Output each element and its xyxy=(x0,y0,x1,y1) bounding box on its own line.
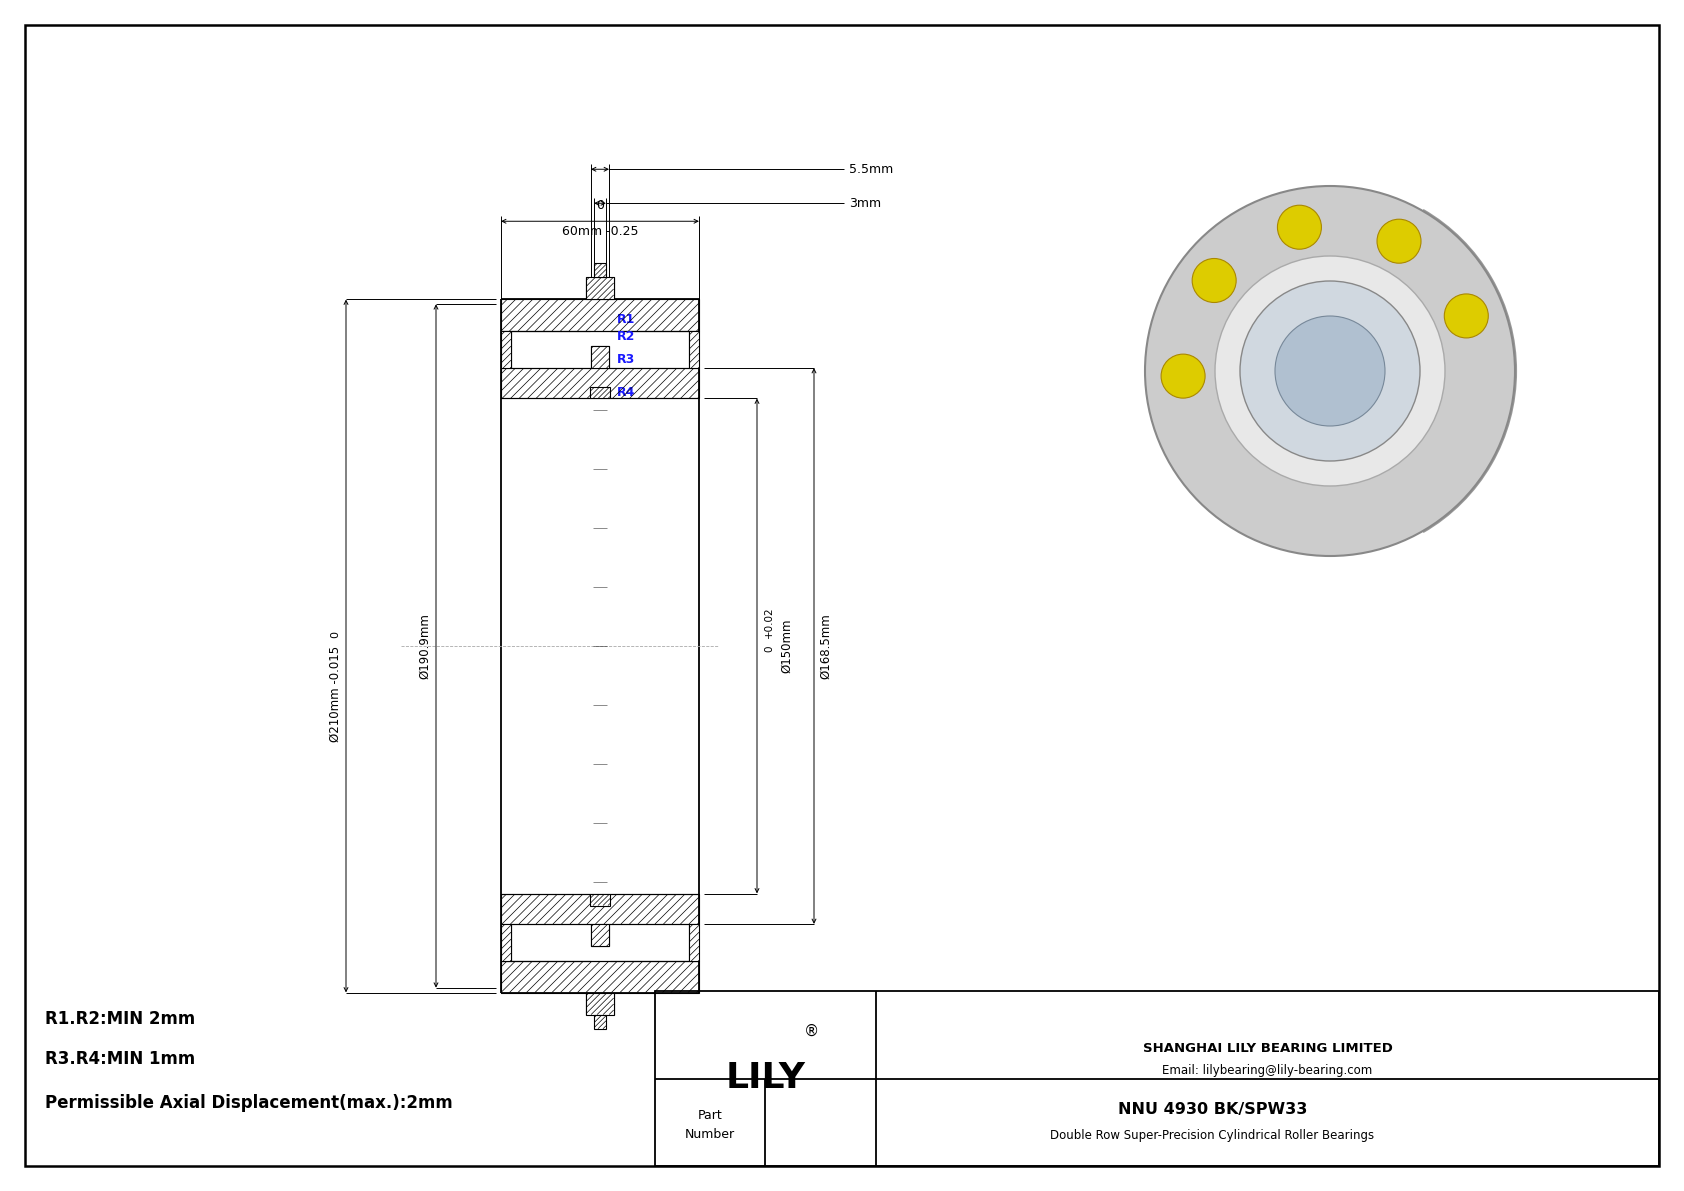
Polygon shape xyxy=(502,331,510,368)
Text: R1: R1 xyxy=(616,313,635,326)
Text: Ø190.9mm: Ø190.9mm xyxy=(419,613,431,679)
Circle shape xyxy=(1445,294,1489,338)
Polygon shape xyxy=(591,345,610,368)
Circle shape xyxy=(1278,205,1322,249)
Polygon shape xyxy=(689,331,699,368)
Polygon shape xyxy=(594,1015,606,1029)
Circle shape xyxy=(1214,256,1445,486)
Text: 0: 0 xyxy=(765,646,775,653)
Text: LILY: LILY xyxy=(726,1061,805,1096)
Text: Permissible Axial Displacement(max.):2mm: Permissible Axial Displacement(max.):2mm xyxy=(45,1095,453,1112)
Polygon shape xyxy=(502,893,699,924)
Text: 0: 0 xyxy=(596,199,605,212)
Text: R2: R2 xyxy=(616,330,635,343)
Polygon shape xyxy=(502,924,510,961)
Text: +0.02: +0.02 xyxy=(765,606,775,638)
Polygon shape xyxy=(591,924,610,946)
Polygon shape xyxy=(594,263,606,278)
Text: Ø210mm -0.015: Ø210mm -0.015 xyxy=(328,646,342,742)
Text: ®: ® xyxy=(803,1023,818,1039)
Polygon shape xyxy=(502,368,699,399)
Text: Number: Number xyxy=(685,1128,736,1141)
Text: Double Row Super-Precision Cylindrical Roller Bearings: Double Row Super-Precision Cylindrical R… xyxy=(1051,1129,1374,1142)
Text: Email: lilybearing@lily-bearing.com: Email: lilybearing@lily-bearing.com xyxy=(1162,1064,1372,1077)
Circle shape xyxy=(1239,281,1420,461)
Text: R1.R2:MIN 2mm: R1.R2:MIN 2mm xyxy=(45,1010,195,1028)
Polygon shape xyxy=(589,893,610,905)
Polygon shape xyxy=(502,299,699,331)
Text: R4: R4 xyxy=(616,386,635,399)
Polygon shape xyxy=(589,387,610,399)
Text: SHANGHAI LILY BEARING LIMITED: SHANGHAI LILY BEARING LIMITED xyxy=(1142,1042,1393,1055)
Text: Part: Part xyxy=(697,1109,722,1122)
Circle shape xyxy=(1192,258,1236,303)
Text: Ø150mm: Ø150mm xyxy=(780,619,793,673)
Circle shape xyxy=(1378,219,1421,263)
Text: NNU 4930 BK/SPW33: NNU 4930 BK/SPW33 xyxy=(1118,1102,1307,1117)
Polygon shape xyxy=(502,961,699,992)
Circle shape xyxy=(1160,354,1206,398)
Text: 0: 0 xyxy=(330,631,340,638)
Text: 60mm -0.25: 60mm -0.25 xyxy=(562,225,638,238)
Text: 3mm: 3mm xyxy=(849,197,881,210)
Text: R3: R3 xyxy=(616,353,635,366)
Polygon shape xyxy=(689,924,699,961)
Circle shape xyxy=(1275,316,1384,426)
Polygon shape xyxy=(586,278,613,299)
Polygon shape xyxy=(586,992,613,1015)
Text: Ø168.5mm: Ø168.5mm xyxy=(820,613,832,679)
Text: 5.5mm: 5.5mm xyxy=(849,163,893,176)
Circle shape xyxy=(1145,186,1516,556)
Text: R3.R4:MIN 1mm: R3.R4:MIN 1mm xyxy=(45,1050,195,1068)
